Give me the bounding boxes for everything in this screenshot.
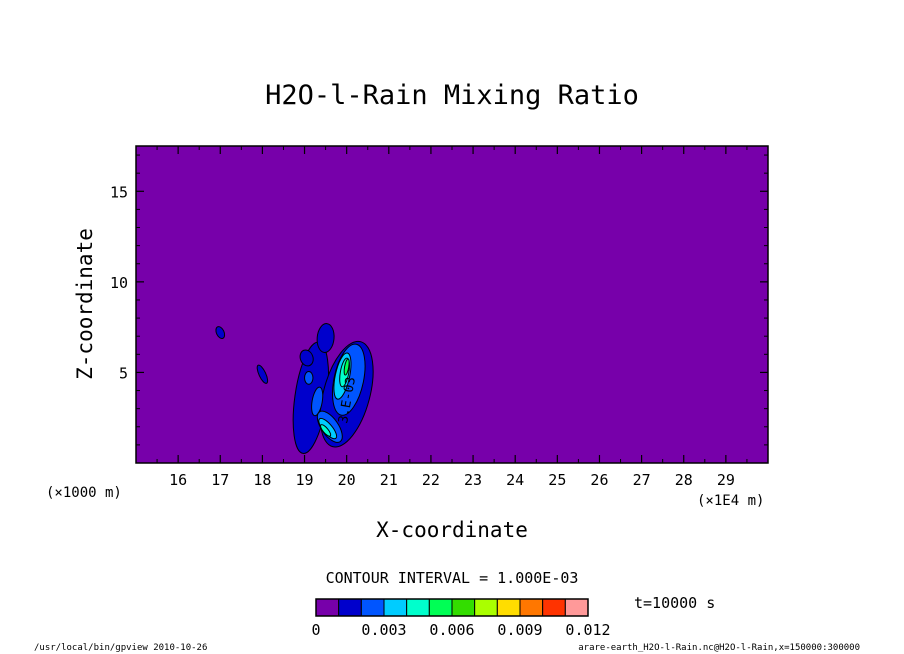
colorbar-swatch-11 <box>564 598 589 617</box>
footer-right: arare-earth_H2O-l-Rain.nc@H2O-l-Rain,x=1… <box>578 643 860 653</box>
plot-background <box>136 146 768 463</box>
colorbar-swatch-4 <box>406 598 430 617</box>
colorbar-swatch-10 <box>542 598 566 617</box>
x-tick-label: 17 <box>211 471 229 489</box>
x-tick-label: 24 <box>506 471 524 489</box>
x-tick-label: 22 <box>422 471 440 489</box>
x-axis-unit-right: (×1E4 m) <box>697 493 764 509</box>
colorbar-tick-label: 0 <box>311 621 320 639</box>
colorbar-swatch-6 <box>451 598 476 617</box>
contour-region-1 <box>256 364 269 384</box>
colorbar-tick-label: 0.003 <box>361 621 406 639</box>
contour-region-13 <box>320 424 332 437</box>
colorbar-swatch-7 <box>474 598 498 617</box>
x-tick-label: 28 <box>675 471 693 489</box>
contour-region-0 <box>215 326 226 340</box>
y-tick-label: 5 <box>119 364 128 382</box>
contour-regions <box>215 323 374 454</box>
plot-area: 3.E-03 16 17 18 19 20 21 22 23 24 25 26 27 28 29 5101… <box>110 145 769 489</box>
x-axis-unit-left: (×1000 m) <box>46 485 122 501</box>
x-tick-label: 16 <box>169 471 187 489</box>
colorbar-tick-label: 0.009 <box>497 621 542 639</box>
colorbar-swatch-2 <box>360 598 385 617</box>
y-axis-label: Z-coordinate <box>73 228 97 380</box>
colorbar-swatch-3 <box>383 598 408 617</box>
y-axis-ticks: 5 10 15 <box>110 154 768 446</box>
colorbar-tick-label: 0.012 <box>565 621 610 639</box>
colorbar-frame <box>315 598 589 617</box>
x-axis-label: X-coordinate <box>376 518 528 542</box>
x-tick-label: 29 <box>717 471 735 489</box>
x-tick-label: 25 <box>548 471 566 489</box>
colorbar-swatch-0 <box>315 598 340 617</box>
x-tick-label: 19 <box>296 471 314 489</box>
x-tick-label: 21 <box>380 471 398 489</box>
x-tick-label: 27 <box>633 471 651 489</box>
colorbar <box>315 598 589 617</box>
x-tick-label: 26 <box>590 471 608 489</box>
x-tick-label: 23 <box>464 471 482 489</box>
y-tick-label: 15 <box>110 183 128 201</box>
time-text: t=10000 s <box>634 594 715 612</box>
contour-region-7 <box>304 371 314 385</box>
colorbar-tick-label: 0.006 <box>429 621 474 639</box>
contour-region-6 <box>311 386 324 417</box>
colorbar-swatch-1 <box>338 598 362 617</box>
footer-left: /usr/local/bin/gpview 2010-10-26 <box>34 643 207 653</box>
x-tick-label: 20 <box>338 471 356 489</box>
colorbar-swatch-5 <box>428 598 453 617</box>
contour-region-14 <box>343 358 350 376</box>
colorbar-swatch-9 <box>519 598 544 617</box>
contour-region-4 <box>316 323 335 353</box>
contour-region-5 <box>299 349 314 367</box>
y-tick-label: 10 <box>110 274 128 292</box>
x-axis-ticks: 16 17 18 19 20 21 22 23 24 25 26 27 28 29 <box>156 146 748 489</box>
colorbar-swatch-8 <box>496 598 521 617</box>
chart-title: H2O-l-Rain Mixing Ratio <box>265 80 639 111</box>
colorbar-tick-labels: 0 0.003 0.006 0.009 0.012 <box>311 621 610 639</box>
x-tick-label: 18 <box>253 471 271 489</box>
contour-interval-text: CONTOUR INTERVAL = 1.000E-03 <box>326 569 579 587</box>
